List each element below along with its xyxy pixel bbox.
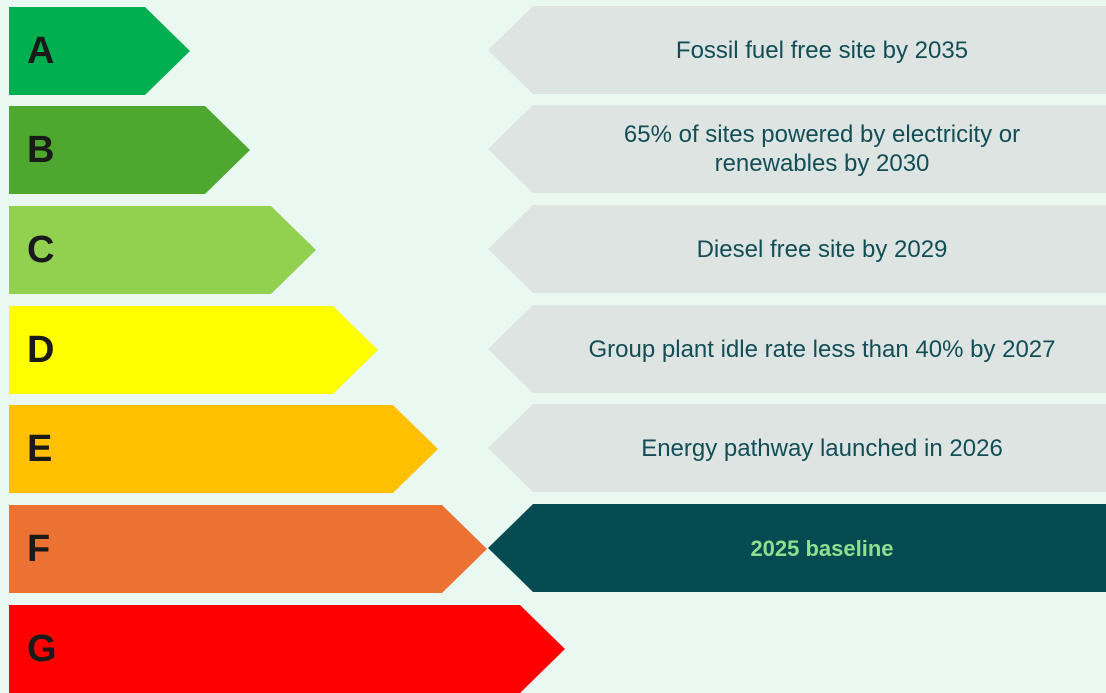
rating-letter: A [27,30,55,72]
target-arrow: 2025 baseline [488,504,1106,592]
rating-bar: E [9,405,438,493]
target-text: Diesel free site by 2029 [696,235,948,263]
rating-bar: F [9,505,487,593]
target-arrow: Diesel free site by 2029 [488,205,1106,293]
rating-letter: E [27,428,53,470]
rating-bar: D [9,306,378,394]
rating-bar: A [9,7,190,95]
target-arrow: Energy pathway launched in 2026 [488,404,1106,492]
rating-letter: D [27,329,55,371]
rating-bar: B [9,106,250,194]
target-text: Fossil fuel free site by 2035 [675,36,969,64]
rating-letter: C [27,229,55,271]
target-text: Group plant idle rate less than 40% by 2… [588,335,1056,363]
rating-bar: G [9,605,565,693]
target-arrow: Group plant idle rate less than 40% by 2… [488,305,1106,393]
target-text: 2025 baseline [750,535,894,561]
rating-letter: G [27,628,57,670]
rating-bar: C [9,206,316,294]
target-text: Energy pathway launched in 2026 [641,434,1003,462]
target-arrow: Fossil fuel free site by 2035 [488,6,1106,94]
rating-letter: F [27,528,51,570]
target-arrow: 65% of sites powered by electricity or r… [488,105,1106,193]
target-text: 65% of sites powered by electricity or r… [623,121,1021,177]
rating-letter: B [27,129,55,171]
